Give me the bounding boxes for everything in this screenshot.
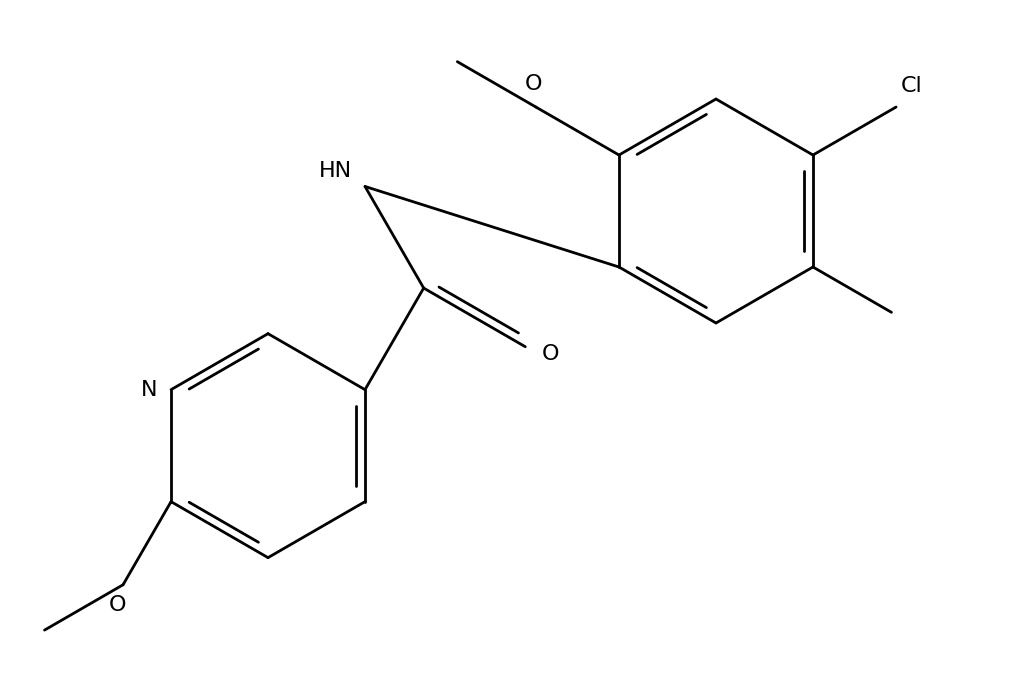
Text: O: O xyxy=(542,344,559,364)
Text: O: O xyxy=(109,595,126,616)
Text: N: N xyxy=(140,380,157,399)
Text: Cl: Cl xyxy=(900,77,923,96)
Text: HN: HN xyxy=(319,161,353,181)
Text: O: O xyxy=(525,74,543,94)
